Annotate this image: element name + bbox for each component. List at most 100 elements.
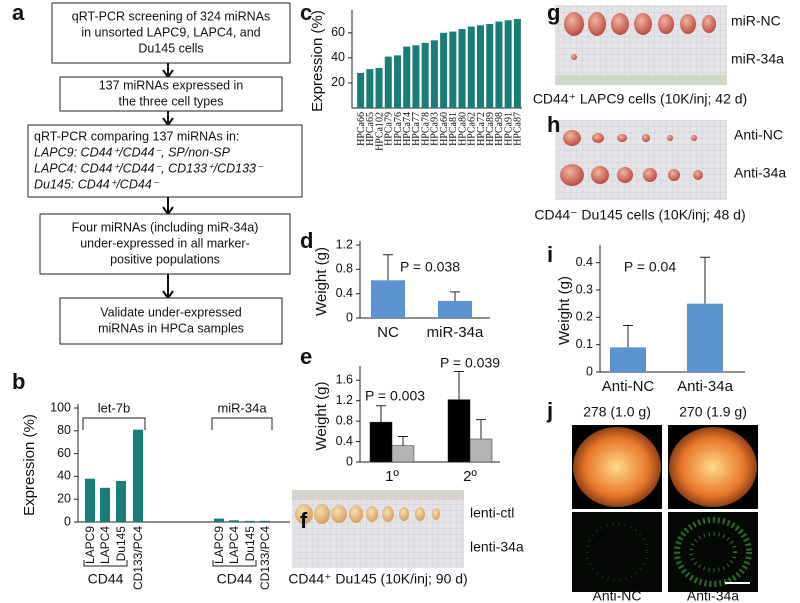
- y-tick-label: 0.4: [336, 434, 353, 448]
- bar: [687, 303, 723, 372]
- flow-text: LAPC9: CD44⁺/CD44⁻, SP/non-SP: [34, 145, 231, 159]
- bar: [116, 480, 126, 522]
- bar: [421, 42, 429, 108]
- photo-label: Anti-NC: [734, 127, 783, 143]
- x-tick-label: HPCa89: [485, 112, 496, 146]
- flow-text: Du145 cells: [138, 41, 203, 55]
- bar: [438, 300, 472, 318]
- x-tick-label: LAPC4: [98, 526, 112, 564]
- flow-text: in unsorted LAPC9, LAPC4, and: [81, 25, 260, 39]
- x-tick-label: LAPC9: [212, 526, 226, 564]
- photo-j: [572, 425, 758, 592]
- x-tick-label: HPCa78: [420, 112, 431, 146]
- photo-g: [555, 5, 727, 85]
- y-tick-label: 60: [57, 446, 71, 460]
- flow-text: qRT-PCR comparing 137 miRNAs in:: [34, 129, 239, 143]
- sub-bracket: [212, 560, 257, 567]
- panel-letter: e: [300, 344, 312, 369]
- photo-label: miR-NC: [731, 13, 781, 29]
- bar: [412, 45, 420, 108]
- y-tick-label: 0: [346, 310, 353, 324]
- sub-group-label: CD44: [88, 571, 124, 587]
- bar: [447, 399, 471, 463]
- flow-box: [27, 124, 303, 198]
- flow-arrow: [162, 63, 174, 79]
- bar: [430, 40, 438, 108]
- bar: [467, 26, 475, 108]
- bar: [229, 520, 239, 522]
- panel-letter: g: [547, 0, 560, 25]
- y-axis-label: Expression (%): [21, 414, 38, 516]
- panel-letter: f: [300, 508, 308, 533]
- bar: [477, 25, 484, 109]
- y-tick-label: 40: [57, 469, 71, 483]
- panel-letter: c: [300, 0, 312, 25]
- photo-label: miR-34a: [731, 51, 784, 67]
- y-tick-label: 0.4: [576, 255, 593, 269]
- bar: [440, 32, 448, 108]
- y-axis-label: Weight (g): [313, 247, 330, 316]
- panel-letter: h: [547, 112, 560, 137]
- photo-label: lenti-ctl: [470, 505, 514, 521]
- error-bar: [383, 254, 393, 281]
- group-bracket: [82, 417, 146, 430]
- bar: [357, 72, 365, 108]
- panel-letter: j: [546, 398, 553, 423]
- x-tick-label: 1º: [385, 468, 399, 485]
- flow-text: miRNAs in HPCa samples: [98, 321, 244, 335]
- y-tick-label: 60: [331, 25, 345, 39]
- photo-h: [555, 120, 727, 200]
- x-tick-label: miR-34a: [427, 324, 484, 341]
- sub-group-label: CD44: [217, 571, 253, 587]
- x-tick-label: HPCa79: [384, 112, 395, 146]
- x-tick-label: Anti-34a: [677, 378, 734, 395]
- x-tick-label: LAPC4: [227, 526, 241, 564]
- flow-text: 137 miRNAs expressed in: [99, 78, 244, 92]
- group-label: miR-34a: [217, 400, 267, 415]
- bar: [369, 421, 393, 463]
- y-tick-label: 0: [586, 364, 593, 378]
- x-tick-label: HPCa80: [457, 112, 468, 146]
- x-tick-label: HPCa62: [467, 112, 478, 146]
- x-tick-label: HPCa91: [503, 112, 514, 146]
- y-tick-label: 0.3: [576, 282, 593, 296]
- x-tick-label: NC: [377, 324, 399, 341]
- bar: [403, 46, 411, 108]
- error-bar: [376, 405, 386, 423]
- y-tick-label: 1.6: [336, 373, 353, 387]
- bar: [133, 429, 143, 522]
- x-tick-label: HPCa102: [374, 112, 385, 151]
- flow-box: [51, 2, 291, 64]
- y-tick-label: 0.8: [336, 413, 353, 427]
- error-bar: [700, 256, 710, 304]
- x-tick-label: HPCa72: [476, 112, 487, 146]
- flow-text: under-expressed in all marker-: [80, 236, 250, 250]
- bar: [449, 31, 457, 108]
- y-tick-label: 40: [331, 50, 345, 64]
- x-tick-label: HPCa87: [513, 112, 524, 146]
- flow-arrow: [162, 197, 174, 216]
- x-tick-label: CD133/PC4: [258, 526, 272, 590]
- photo-label: Anti-NC: [592, 588, 641, 603]
- x-tick-label: LAPC9: [83, 526, 97, 564]
- bar: [504, 20, 512, 109]
- flow-arrow: [162, 111, 174, 127]
- error-bar: [476, 419, 486, 439]
- y-tick-label: 0.1: [576, 337, 593, 351]
- group-label: let-7b: [98, 400, 131, 415]
- error-bar: [398, 435, 408, 446]
- p-value: P = 0.003: [365, 388, 425, 404]
- error-bar: [454, 371, 464, 400]
- photo-f: [292, 490, 464, 568]
- panel-letter: a: [12, 0, 25, 25]
- panel-letter: d: [300, 228, 313, 253]
- panel-letter: b: [12, 369, 25, 394]
- y-axis-label: Expression (%): [309, 10, 326, 112]
- x-tick-label: Du145: [243, 526, 257, 562]
- y-tick-label: 20: [57, 491, 71, 505]
- x-tick-label: HPCa76: [393, 112, 404, 146]
- x-tick-label: Anti-NC: [602, 378, 655, 395]
- x-tick-label: HPCa66: [356, 112, 367, 146]
- photo-label: CD44⁺ LAPC9 cells (10K/inj; 42 d): [533, 91, 747, 107]
